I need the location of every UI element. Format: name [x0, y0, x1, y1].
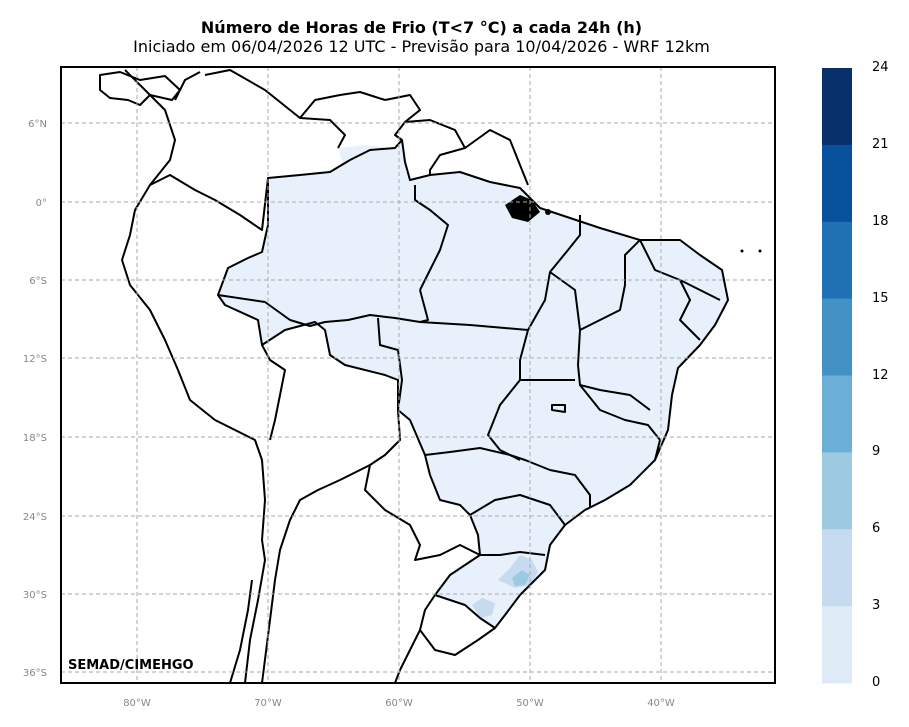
lat-tick-label: 30°S — [23, 590, 47, 601]
cold-patch-2 — [512, 570, 530, 586]
lat-tick-label: 24°S — [23, 512, 47, 523]
colorbar-swatch — [822, 375, 852, 453]
colorbar-swatch — [822, 298, 852, 376]
colorbar-label: 3 — [872, 598, 881, 614]
colorbar-label: 6 — [872, 521, 881, 537]
colorbar-swatch — [822, 529, 852, 607]
cold-patch-1 — [498, 555, 538, 588]
colorbar-label: 15 — [872, 290, 889, 306]
lon-tick-label: 60°W — [385, 698, 413, 709]
lon-tick-label: 70°W — [254, 698, 282, 709]
colorbar-label: 0 — [872, 675, 881, 690]
lon-tick-label: 50°W — [516, 698, 544, 709]
gridlines — [61, 67, 775, 683]
colorbar-label: 18 — [872, 213, 889, 229]
colorbar-swatch — [822, 221, 852, 300]
colorbar-label: 9 — [872, 444, 881, 460]
lat-tick-label: 0° — [36, 198, 47, 209]
colorbar-swatch — [822, 68, 852, 146]
lat-tick-label: 18°S — [23, 433, 47, 444]
map-subtitle: Iniciado em 06/04/2026 12 UTC - Previsão… — [133, 37, 710, 56]
map-area — [61, 67, 775, 683]
colorbar-label: 24 — [872, 60, 889, 75]
colorbar — [822, 68, 852, 684]
cold-patch-3 — [472, 598, 495, 618]
brazil-fill — [218, 140, 728, 628]
colorbar-label: 12 — [872, 367, 889, 383]
borders — [99, 69, 729, 683]
colorbar-label: 21 — [872, 136, 889, 152]
lat-tick-label: 36°S — [23, 668, 47, 679]
colorbar-swatch — [822, 144, 852, 223]
lon-tick-label: 40°W — [647, 698, 675, 709]
map-frame — [60, 66, 776, 684]
credit-label: SEMAD/CIMEHGO — [68, 658, 194, 673]
colorbar-swatch — [822, 452, 852, 530]
lon-tick-label: 80°W — [123, 698, 151, 709]
lat-tick-label: 12°S — [23, 354, 47, 365]
map-title: Número de Horas de Frio (T<7 °C) a cada … — [200, 18, 643, 37]
colorbar-swatch — [822, 606, 852, 684]
lat-tick-label: 6°S — [29, 276, 47, 287]
lat-tick-label: 6°N — [28, 119, 47, 130]
